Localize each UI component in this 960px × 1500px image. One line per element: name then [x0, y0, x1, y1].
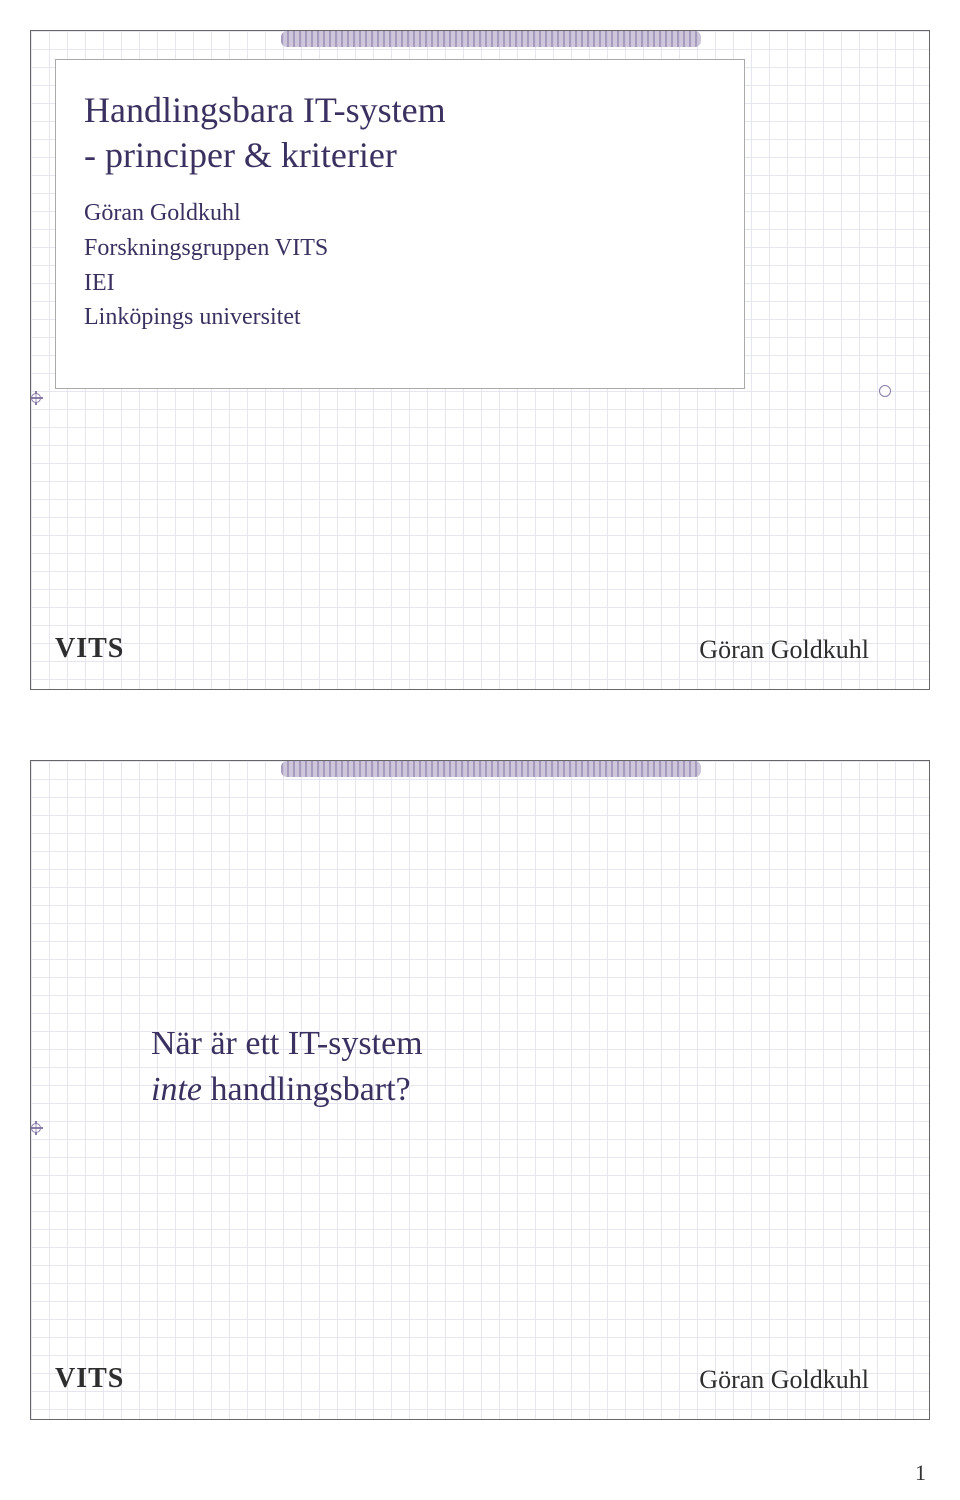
crosshair-icon: [30, 391, 43, 405]
footer-left-logo: VITS: [55, 633, 124, 665]
title-content-box: Handlingsbara IT-system - principer & kr…: [55, 59, 745, 389]
question-tail: handlingsbart?: [202, 1071, 411, 1108]
top-accent-bar: [281, 761, 701, 777]
slide-2: När är ett IT-system inte handlingsbart?…: [30, 760, 930, 1420]
question-italic-word: inte: [151, 1071, 202, 1108]
page-number: 1: [915, 1460, 926, 1486]
footer-left-logo: VITS: [55, 1363, 124, 1395]
slide-1: Handlingsbara IT-system - principer & kr…: [30, 30, 930, 690]
author-name: Göran Goldkuhl: [84, 200, 241, 226]
footer-right-author: Göran Goldkuhl: [699, 635, 869, 665]
title-line-2: - principer & kriterier: [84, 135, 397, 175]
ring-icon: [879, 385, 891, 397]
title-line-1: Handlingsbara IT-system: [84, 90, 446, 130]
affiliation-1: Forskningsgruppen VITS: [84, 235, 328, 261]
affiliation-2: IEI: [84, 270, 115, 296]
page: Handlingsbara IT-system - principer & kr…: [0, 0, 960, 1500]
affiliation-3: Linköpings universitet: [84, 304, 301, 330]
top-accent-bar: [281, 31, 701, 47]
author-block: Göran Goldkuhl Forskningsgruppen VITS IE…: [56, 184, 744, 335]
slide-question: När är ett IT-system inte handlingsbart?: [151, 1021, 423, 1113]
slide-title: Handlingsbara IT-system - principer & kr…: [56, 60, 744, 184]
crosshair-icon: [30, 1121, 43, 1135]
question-line-1: När är ett IT-system: [151, 1025, 423, 1062]
footer-right-author: Göran Goldkuhl: [699, 1365, 869, 1395]
